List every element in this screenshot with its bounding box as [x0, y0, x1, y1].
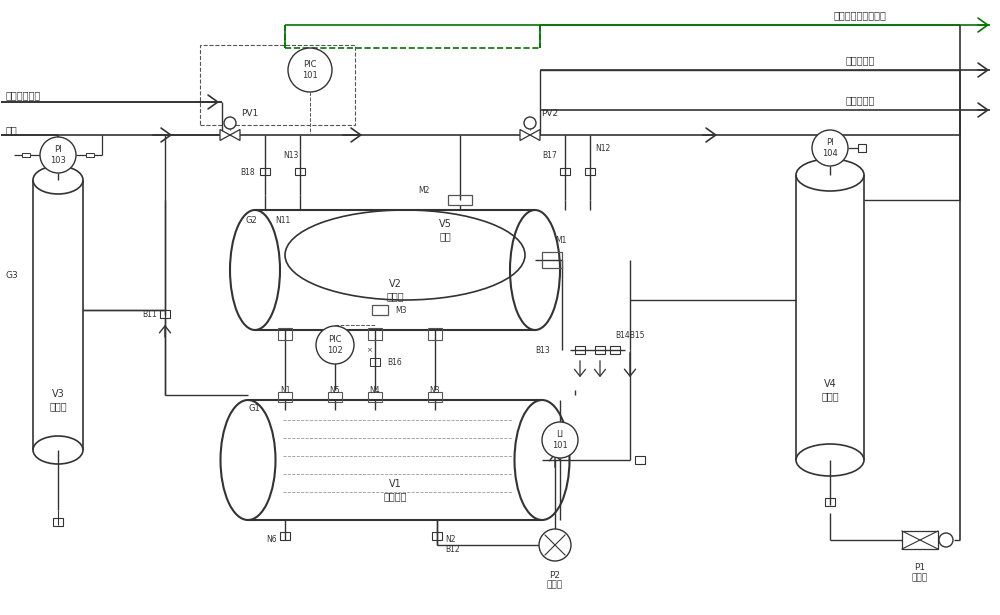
Bar [902, 531, 938, 549]
Text: PV1: PV1 [241, 108, 259, 117]
Text: P2: P2 [550, 571, 560, 579]
Bar [428, 328, 442, 340]
Bar [200, 45, 355, 125]
Polygon shape [230, 130, 240, 140]
Text: 输送泵: 输送泵 [547, 581, 563, 590]
Bar [560, 168, 570, 175]
Text: P1: P1 [914, 563, 926, 573]
Text: N12: N12 [595, 143, 610, 153]
Bar [595, 346, 605, 354]
Polygon shape [520, 130, 530, 140]
Bar [432, 532, 442, 540]
Text: B17: B17 [542, 151, 557, 159]
Bar [278, 328, 292, 340]
Circle shape [939, 533, 953, 547]
Bar [825, 498, 835, 506]
Bar [585, 168, 595, 175]
Bar [53, 518, 63, 526]
Text: B12: B12 [445, 546, 460, 555]
Text: PIC
102: PIC 102 [327, 335, 343, 355]
Text: N4: N4 [370, 386, 380, 394]
Text: N13: N13 [283, 151, 298, 159]
Text: V5
气囊: V5 气囊 [439, 219, 451, 241]
Bar [372, 305, 388, 315]
Text: 去洁净放空: 去洁净放空 [845, 95, 875, 105]
Text: B13: B13 [535, 346, 550, 354]
Text: PIC
101: PIC 101 [302, 60, 318, 80]
Bar [610, 346, 620, 354]
Bar [278, 392, 292, 402]
Bar [428, 392, 442, 402]
Text: N5: N5 [330, 386, 340, 394]
Text: M1: M1 [555, 236, 566, 245]
Bar [22, 153, 30, 157]
Text: PI
104: PI 104 [822, 138, 838, 157]
Circle shape [288, 48, 332, 92]
Text: G3: G3 [5, 271, 18, 279]
Circle shape [316, 326, 354, 364]
Bar [542, 252, 562, 268]
Bar [368, 392, 382, 402]
Text: 氯气: 氯气 [6, 125, 18, 135]
Text: G2: G2 [245, 215, 257, 224]
Bar [370, 358, 380, 366]
Bar [368, 328, 382, 340]
Text: B14B15: B14B15 [615, 330, 644, 339]
Bar [575, 346, 585, 354]
Text: V3
氯气罐: V3 氯气罐 [49, 389, 67, 411]
Text: V2
气囊罐: V2 气囊罐 [386, 279, 404, 301]
Text: G1: G1 [248, 403, 260, 413]
Circle shape [40, 137, 76, 173]
Bar [295, 168, 305, 175]
Bar [448, 195, 472, 205]
Circle shape [542, 422, 578, 458]
Bar [280, 532, 290, 540]
Bar [160, 310, 170, 318]
Polygon shape [220, 130, 230, 140]
Text: PI
103: PI 103 [50, 145, 66, 165]
Bar [86, 153, 94, 157]
Text: V1
液体储罐: V1 液体储罐 [383, 479, 407, 501]
Text: PV2: PV2 [541, 108, 559, 117]
Text: N6: N6 [266, 536, 277, 544]
Text: 去放空尾气处理系统: 去放空尾气处理系统 [834, 10, 886, 20]
Polygon shape [530, 130, 540, 140]
Bar [635, 456, 645, 464]
Text: B18: B18 [240, 167, 255, 177]
Circle shape [224, 117, 236, 129]
Text: 真空泵: 真空泵 [912, 574, 928, 582]
Text: ×: × [366, 347, 372, 353]
Text: V4
真空罐: V4 真空罐 [821, 379, 839, 401]
Text: N1: N1 [280, 386, 290, 394]
Circle shape [524, 117, 536, 129]
Bar [328, 328, 342, 340]
Text: M3: M3 [395, 306, 406, 314]
Text: LI
101: LI 101 [552, 430, 568, 450]
Bar [858, 144, 866, 152]
Text: N11: N11 [275, 215, 290, 224]
Text: B16: B16 [387, 357, 402, 367]
Circle shape [539, 529, 571, 561]
Text: 去用料设备: 去用料设备 [845, 55, 875, 65]
Text: N2: N2 [445, 536, 456, 544]
Text: 物料自设备来: 物料自设备来 [6, 90, 41, 100]
Bar [328, 392, 342, 402]
Circle shape [812, 130, 848, 166]
Text: M2: M2 [419, 186, 430, 194]
Text: B11: B11 [142, 309, 157, 319]
Text: N3: N3 [430, 386, 440, 394]
Bar [260, 168, 270, 175]
